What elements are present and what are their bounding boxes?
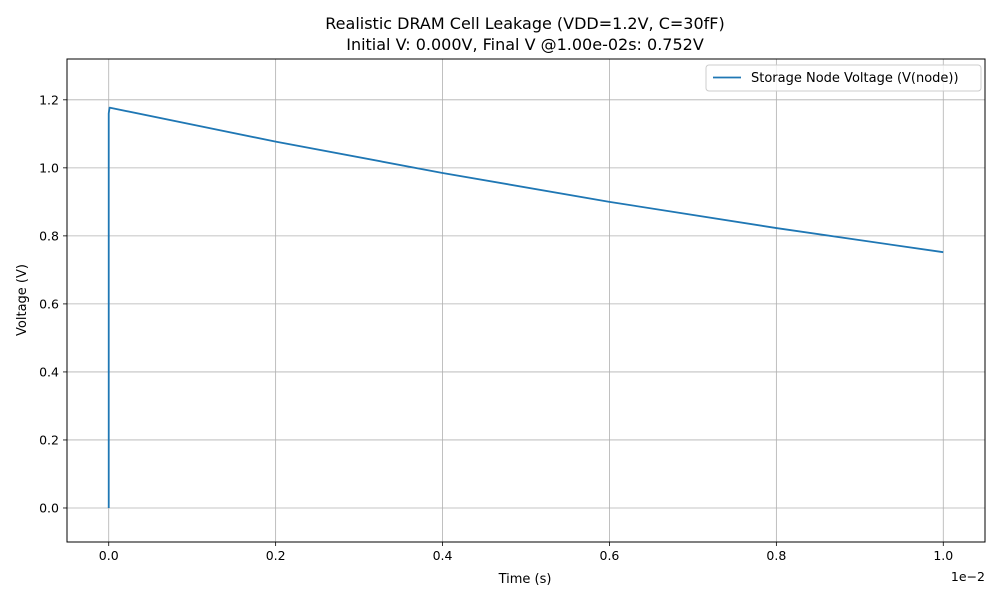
x-tick-label: 0.0: [99, 548, 119, 563]
y-tick-label: 1.2: [39, 92, 59, 107]
y-tick-label: 0.8: [39, 228, 59, 243]
y-tick-label: 0.4: [39, 364, 59, 379]
x-tick-label: 0.8: [766, 548, 786, 563]
x-tick-label: 1.0: [933, 548, 953, 563]
chart-subtitle: Initial V: 0.000V, Final V @1.00e-02s: 0…: [346, 35, 704, 54]
chart-title: Realistic DRAM Cell Leakage (VDD=1.2V, C…: [325, 14, 724, 33]
series-layer: [107, 106, 944, 508]
plot-frame: [66, 58, 986, 543]
y-tick-label: 0.6: [39, 296, 59, 311]
y-tick-label: 0.0: [39, 500, 59, 515]
legend-box: [705, 64, 982, 92]
x-axis-label: Time (s): [498, 572, 552, 587]
x-tick-label: 0.6: [600, 548, 620, 563]
y-tick-label: 1.0: [39, 160, 59, 175]
x-axis-offset-label: 1e−2: [951, 569, 985, 584]
legend-label: Storage Node Voltage (V(node)): [751, 71, 959, 86]
y-axis-label: Voltage (V): [15, 264, 30, 336]
ticks: 0.0 0.2 0.4 0.6 0.8 1.0 0.0 0.2 0.4 0.6 0.8 1.0 1.2: [39, 92, 953, 563]
x-tick-label: 0.2: [266, 548, 286, 563]
legend: Storage Node Voltage (V(node)): [705, 64, 982, 92]
y-tick-label: 0.2: [39, 432, 59, 447]
x-tick-label: 0.4: [433, 548, 453, 563]
series-line-0: [107, 106, 944, 508]
